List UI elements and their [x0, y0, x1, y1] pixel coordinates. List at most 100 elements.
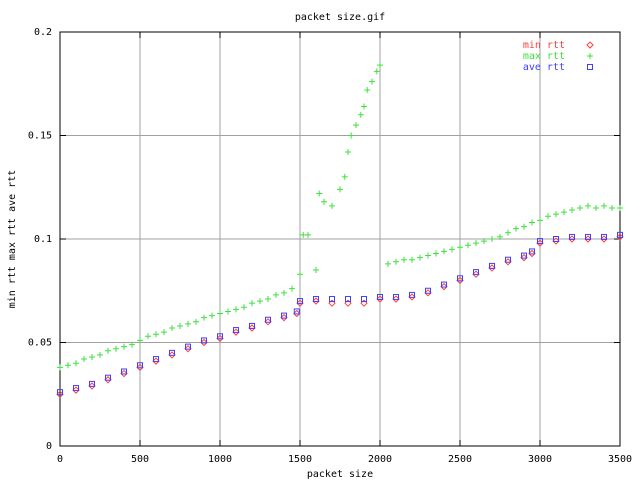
- ave-rtt-point: [521, 252, 527, 259]
- max-rtt-point: [361, 103, 367, 110]
- ave-rtt-point: [393, 293, 399, 300]
- tick-labels: 0 500 1000 1500 2000 2500 3000 3500 0 0.05 0.1 0.15…: [28, 27, 632, 465]
- ave-rtt-point: [377, 293, 383, 300]
- max-rtt-point: [481, 238, 487, 245]
- max-rtt-point: [225, 308, 231, 315]
- ave-rtt-point: [457, 275, 463, 282]
- max-rtt-point: [313, 267, 319, 274]
- ave-rtt-point: [505, 256, 511, 263]
- x-tick-label: 2500: [448, 454, 472, 465]
- max-rtt-point: [373, 68, 380, 75]
- max-rtt-point: [449, 246, 455, 253]
- max-rtt-point: [537, 217, 543, 224]
- x-tick-label: 3500: [608, 454, 632, 465]
- max-rtt-point: [217, 310, 223, 317]
- y-axis-label: min rtt max rtt ave rtt: [7, 170, 18, 308]
- ave-rtt-point: [313, 296, 319, 303]
- ave-rtt-point: [553, 236, 559, 242]
- max-rtt-point: [393, 258, 399, 265]
- legend-label-min-rtt: min rtt: [523, 40, 565, 51]
- x-tick-label: 500: [131, 454, 149, 465]
- ave-rtt-point: [281, 312, 287, 319]
- max-rtt-point: [441, 248, 447, 255]
- max-rtt-point: [161, 329, 167, 336]
- max-rtt-point: [153, 331, 159, 338]
- y-tick-label: 0.05: [28, 338, 52, 349]
- legend-marker-ave-rtt: [587, 64, 593, 70]
- max-rtt-point: [561, 209, 567, 216]
- ave-rtt-point: [329, 296, 335, 303]
- max-rtt-point: [57, 364, 63, 371]
- ave-rtt-point: [441, 281, 447, 288]
- ave-rtt-point: [153, 356, 159, 363]
- series-ave-rtt: [57, 231, 623, 396]
- ave-rtt-point: [293, 308, 300, 315]
- max-rtt-point: [97, 351, 103, 358]
- max-rtt-point: [129, 341, 135, 348]
- x-axis-label: packet size: [307, 469, 373, 480]
- legend-label-max-rtt: max rtt: [523, 51, 565, 62]
- max-rtt-point: [121, 343, 127, 350]
- max-rtt-point: [105, 347, 111, 354]
- max-rtt-point: [137, 337, 143, 344]
- ave-rtt-point: [57, 389, 63, 396]
- x-tick-label: 0: [57, 454, 63, 465]
- max-rtt-point: [113, 345, 119, 352]
- max-rtt-point: [609, 204, 615, 211]
- ave-rtt-point: [89, 380, 95, 387]
- ave-rtt-point: [537, 238, 543, 245]
- max-rtt-point: [169, 325, 175, 332]
- max-rtt-point: [529, 219, 535, 226]
- max-rtt-point: [617, 204, 623, 211]
- max-rtt-point: [489, 236, 495, 242]
- x-tick-label: 1000: [208, 454, 232, 465]
- max-rtt-point: [341, 173, 348, 180]
- max-rtt-point: [316, 190, 323, 197]
- max-rtt-point: [409, 256, 415, 263]
- ave-rtt-point: [169, 349, 175, 356]
- ave-rtt-point: [601, 233, 607, 240]
- max-rtt-point: [73, 360, 79, 367]
- max-rtt-point: [545, 213, 551, 220]
- ave-rtt-point: [361, 296, 367, 303]
- max-rtt-point: [201, 314, 207, 321]
- max-rtt-point: [265, 296, 271, 303]
- ave-rtt-point: [585, 233, 591, 240]
- max-rtt-point: [417, 254, 423, 261]
- ave-rtt-point: [473, 269, 479, 276]
- ave-rtt-point: [409, 291, 415, 298]
- max-rtt-point: [273, 291, 279, 298]
- legend-marker-min-rtt: [586, 41, 594, 49]
- max-rtt-point: [65, 362, 71, 369]
- y-tick-label: 0.2: [34, 27, 52, 38]
- ave-rtt-point: [617, 231, 623, 238]
- max-rtt-point: [369, 78, 375, 85]
- ave-rtt-point: [529, 248, 535, 255]
- ave-rtt-point: [569, 233, 575, 240]
- max-rtt-point: [585, 202, 591, 209]
- max-rtt-point: [465, 242, 471, 249]
- ave-rtt-point: [185, 343, 191, 350]
- max-rtt-point: [185, 320, 191, 327]
- ave-rtt-point: [265, 316, 271, 323]
- max-rtt-point: [593, 204, 599, 211]
- series-max-rtt: [57, 62, 623, 371]
- ave-rtt-point: [201, 337, 207, 344]
- axis-ticks: [59, 31, 621, 447]
- ave-rtt-point: [73, 385, 79, 392]
- max-rtt-point: [385, 260, 391, 267]
- ave-rtt-point: [121, 368, 127, 375]
- max-rtt-point: [177, 322, 183, 329]
- max-rtt-point: [513, 225, 519, 232]
- max-rtt-point: [337, 186, 343, 193]
- min-rtt-point: [328, 299, 336, 307]
- max-rtt-point: [425, 252, 431, 259]
- max-rtt-point: [209, 312, 215, 319]
- ave-rtt-point: [137, 362, 143, 369]
- max-rtt-point: [601, 202, 607, 209]
- max-rtt-point: [321, 198, 327, 205]
- ave-rtt-point: [425, 287, 431, 294]
- max-rtt-point: [364, 86, 371, 93]
- max-rtt-point: [145, 333, 151, 340]
